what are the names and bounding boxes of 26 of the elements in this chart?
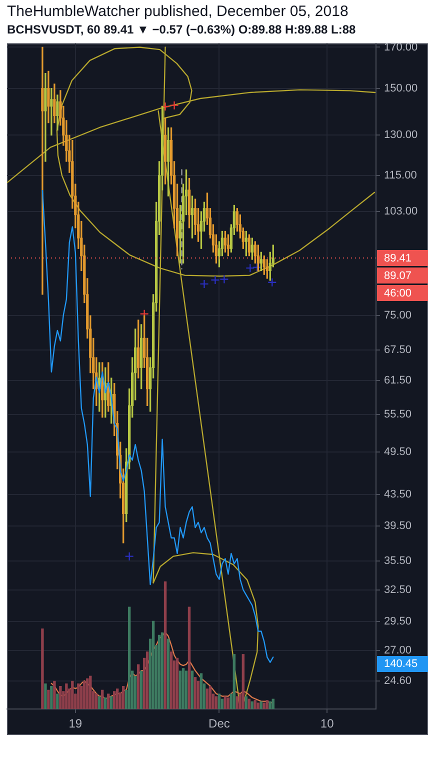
y-tick-label: 130.00: [384, 129, 418, 142]
y-tick-label: 29.50: [384, 616, 412, 628]
ref-line-label: 89.41: [384, 252, 412, 264]
y-tick-label: 27.00: [384, 644, 412, 657]
y-tick-label: 103.00: [384, 206, 418, 218]
y-tick-label: 35.50: [384, 554, 412, 567]
y-tick-label: 170.00: [384, 41, 418, 54]
x-tick-label: Dec: [208, 716, 230, 731]
text: 89.07: [384, 270, 412, 282]
text: 140.45: [377, 656, 428, 672]
x-tick-label: 10: [320, 716, 334, 731]
y-tick-label: 49.50: [384, 446, 412, 458]
y-tick-label: 115.00: [384, 169, 417, 182]
y-tick-label: 61.50: [384, 374, 412, 387]
y-tick-label: 43.50: [384, 488, 412, 500]
y-tick-label: 39.50: [384, 520, 412, 532]
y-tick-label: 32.50: [384, 584, 412, 596]
chart-subtitle: BCHSVUSDT, 60 89.41 ▼ −0.57 (−0.63%) O:89.88 H:89.88 L:88: [7, 22, 356, 37]
text: 46:00: [384, 288, 412, 300]
x-tick-label: 19: [68, 716, 82, 731]
y-tick-label: 75.00: [384, 310, 412, 322]
y-tick-label: 55.50: [384, 408, 412, 420]
y-tick-label: 67.50: [384, 344, 412, 356]
y-tick-label: 150.00: [384, 82, 418, 94]
chart-title: TheHumbleWatcher published, December 05, 2018: [7, 3, 348, 20]
y-tick-label: 24.60: [384, 675, 412, 688]
